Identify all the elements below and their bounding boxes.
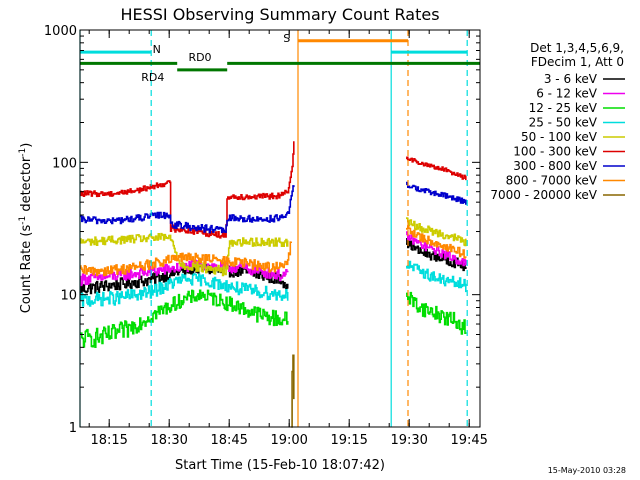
legend-entry-label: 800 - 7000 keV	[506, 174, 598, 188]
y-axis-label-sup1: -1	[18, 216, 28, 225]
y-tick-label: 10	[60, 289, 77, 304]
x-axis: 18:15 18:30 18:45 19:00 19:15 19:30 19:45	[88, 30, 488, 448]
series-line	[80, 232, 289, 277]
series-line	[406, 231, 467, 267]
series-line	[80, 141, 295, 239]
y-axis-label: Count Rate (s-1 detector-1)	[18, 143, 34, 314]
y-axis-label-mid: detector	[19, 156, 34, 216]
series-line	[80, 289, 289, 348]
x-tick-label: 18:45	[210, 433, 247, 448]
legend-entry-label: 25 - 50 keV	[529, 116, 598, 130]
plot-marks: N S RD0 RD4	[79, 30, 480, 428]
interval-bar-label: N	[153, 43, 161, 56]
series-line	[80, 185, 295, 234]
interval-bar-label: RD4	[141, 71, 164, 84]
chart-title: HESSI Observing Summary Count Rates	[120, 5, 439, 24]
series-line	[406, 291, 467, 335]
y-axis: 1 10 100 1000	[44, 24, 480, 436]
legend-header: Det 1,3,4,5,6,9,	[530, 41, 624, 55]
y-tick-label: 100	[52, 156, 77, 171]
legend-entry-label: 7000 - 20000 keV	[490, 188, 597, 202]
series-line	[80, 273, 289, 307]
legend-entry-label: 50 - 100 keV	[521, 130, 598, 144]
plot-frame	[79, 29, 481, 428]
legend-header: FDecim 1, Att 0	[531, 55, 624, 69]
x-tick-label: 19:45	[450, 433, 487, 448]
y-tick-label: 1000	[44, 24, 77, 39]
series-line	[406, 260, 467, 293]
date-stamp: 15-May-2010 03:28	[548, 466, 626, 475]
series-line	[406, 156, 467, 181]
interval-bar-label: RD0	[188, 51, 211, 64]
legend-entry-label: 100 - 300 keV	[513, 145, 597, 159]
interval-bar-label: S	[283, 32, 290, 45]
legend-entry-label: 3 - 6 keV	[544, 72, 598, 86]
series-line	[406, 181, 467, 205]
y-tick-label: 1	[69, 421, 77, 436]
x-axis-label: Start Time (15-Feb-10 18:07:42)	[175, 458, 385, 473]
legend-entry-label: 12 - 25 keV	[529, 101, 598, 115]
x-tick-label: 18:30	[150, 433, 187, 448]
series-line	[80, 241, 292, 277]
series-line	[406, 225, 467, 259]
x-tick-label: 19:15	[330, 433, 367, 448]
y-axis-label-end: )	[19, 143, 34, 148]
y-axis-label-main: Count Rate (s	[19, 225, 34, 314]
legend: Det 1,3,4,5,6,9,FDecim 1, Att 0 3 - 6 keV…	[490, 41, 625, 202]
x-tick-label: 18:15	[90, 433, 127, 448]
x-tick-label: 19:30	[390, 433, 427, 448]
legend-entry-label: 300 - 800 keV	[513, 159, 597, 173]
x-tick-label: 19:00	[270, 433, 307, 448]
legend-entry-label: 6 - 12 keV	[536, 87, 598, 101]
series-line	[406, 217, 467, 247]
y-axis-label-sup2: -1	[18, 148, 28, 157]
